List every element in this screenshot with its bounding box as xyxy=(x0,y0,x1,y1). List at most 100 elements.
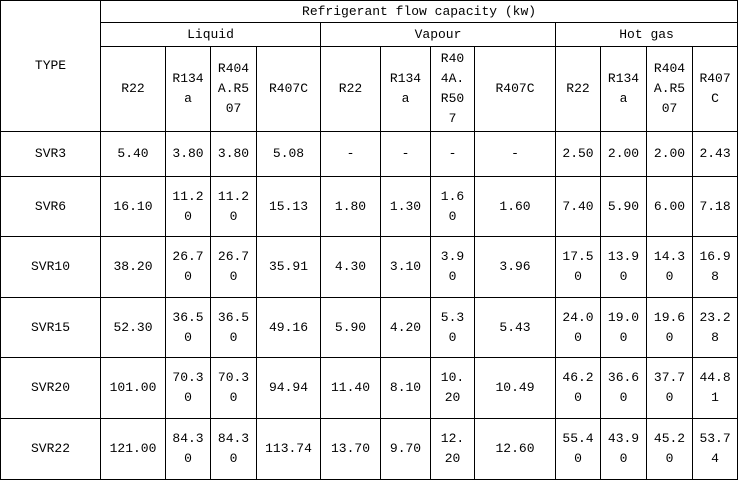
cell: 5.30 xyxy=(430,297,475,358)
cell: 17.50 xyxy=(555,236,601,298)
cell: - xyxy=(380,131,431,177)
cell: 35.91 xyxy=(256,236,321,298)
cell: 12.20 xyxy=(430,418,475,480)
cell: 5.08 xyxy=(256,131,321,177)
cell: 2.00 xyxy=(646,131,693,177)
cell: 2.50 xyxy=(555,131,601,177)
column-header: R404A.R507 xyxy=(210,46,257,132)
column-header: R22 xyxy=(320,46,381,132)
cell: 37.70 xyxy=(646,357,693,419)
cell: 9.70 xyxy=(380,418,431,480)
cell: 70.30 xyxy=(165,357,211,419)
cell: 11.20 xyxy=(210,176,257,237)
cell: 36.50 xyxy=(165,297,211,358)
cell: 26.70 xyxy=(210,236,257,298)
data-row: SVR10 38.20 26.70 26.70 35.91 4.30 3.10 3.90 3.9… xyxy=(0,236,738,298)
cell: 6.00 xyxy=(646,176,693,237)
cell: 3.90 xyxy=(430,236,475,298)
cell: 19.60 xyxy=(646,297,693,358)
cell: 24.00 xyxy=(555,297,601,358)
cell: 94.94 xyxy=(256,357,321,419)
column-header: R22 xyxy=(555,46,601,132)
cell: 8.10 xyxy=(380,357,431,419)
column-header: R407C xyxy=(474,46,556,132)
row-label: SVR6 xyxy=(0,176,101,237)
cell: 2.43 xyxy=(691,131,738,177)
cell: 12.60 xyxy=(474,418,556,480)
row-label: SVR20 xyxy=(0,357,101,419)
cell: 3.10 xyxy=(380,236,431,298)
cell: 7.18 xyxy=(691,176,738,237)
cell: 26.70 xyxy=(165,236,211,298)
cell: 5.90 xyxy=(600,176,647,237)
column-header: R404A.R507 xyxy=(646,46,693,132)
cell: 7.40 xyxy=(555,176,601,237)
data-row: SVR6 16.10 11.20 11.20 15.13 1.80 1.30 1.60 1.60… xyxy=(0,176,738,237)
cell: 23.28 xyxy=(691,297,738,358)
cell: 38.20 xyxy=(100,236,166,298)
cell: 121.00 xyxy=(100,418,166,480)
cell: 45.20 xyxy=(646,418,693,480)
cell: 46.20 xyxy=(555,357,601,419)
cell: 11.20 xyxy=(165,176,211,237)
data-row: SVR22 121.00 84.30 84.30 113.74 13.70 9.70 12.2… xyxy=(0,418,738,480)
cell: 3.80 xyxy=(165,131,211,177)
cell: - xyxy=(430,131,475,177)
column-header: R22 xyxy=(100,46,166,132)
cell: 11.40 xyxy=(320,357,381,419)
cell: 13.70 xyxy=(320,418,381,480)
column-header: R407C xyxy=(691,46,738,132)
cell: 43.90 xyxy=(600,418,647,480)
cell: 10.20 xyxy=(430,357,475,419)
cell: 5.43 xyxy=(474,297,556,358)
cell: 52.30 xyxy=(100,297,166,358)
cell: 16.10 xyxy=(100,176,166,237)
cell: 13.90 xyxy=(600,236,647,298)
cell: 1.80 xyxy=(320,176,381,237)
cell: 3.96 xyxy=(474,236,556,298)
cell: 36.60 xyxy=(600,357,647,419)
group-header: Hot gas xyxy=(554,22,738,47)
cell: 113.74 xyxy=(256,418,321,480)
column-header: R134a xyxy=(380,46,431,132)
row-label: SVR15 xyxy=(0,297,101,358)
cell: 1.60 xyxy=(474,176,556,237)
row-label: SVR10 xyxy=(0,236,101,298)
cell: 4.30 xyxy=(320,236,381,298)
cell: 5.40 xyxy=(100,131,166,177)
row-label: SVR3 xyxy=(0,131,101,177)
group-header: Liquid xyxy=(100,22,321,47)
cell: 19.00 xyxy=(600,297,647,358)
column-header: R407C xyxy=(256,46,321,132)
cell: 15.13 xyxy=(256,176,321,237)
cell: 55.40 xyxy=(555,418,601,480)
data-row: SVR20 101.00 70.30 70.30 94.94 11.40 8.10 10.20… xyxy=(0,357,738,419)
cell: 1.60 xyxy=(430,176,475,237)
group-row: Liquid Vapour Hot gas xyxy=(1,22,738,47)
cell: 4.20 xyxy=(380,297,431,358)
data-row: SVR3 5.40 3.80 3.80 5.08- - - -2.50 2.00 2.00 2.43 xyxy=(0,131,738,177)
cell: 2.00 xyxy=(600,131,647,177)
cell: 10.49 xyxy=(474,357,556,419)
data-row: SVR15 52.30 36.50 36.50 49.16 5.90 4.20 5.30 5.4… xyxy=(0,297,738,358)
cell: 70.30 xyxy=(210,357,257,419)
header-row: TYPE Refrigerant flow capacity (kw) xyxy=(0,0,738,132)
cell: 84.30 xyxy=(210,418,257,480)
cell: 1.30 xyxy=(380,176,431,237)
cell: 16.98 xyxy=(691,236,738,298)
row-label: SVR22 xyxy=(0,418,101,480)
cell: 14.30 xyxy=(646,236,693,298)
cell: 5.90 xyxy=(320,297,381,358)
cell: 53.74 xyxy=(691,418,738,480)
cell: 36.50 xyxy=(210,297,257,358)
table-title: Refrigerant flow capacity (kw) xyxy=(99,0,738,23)
column-header: R134a xyxy=(165,46,211,132)
column-header: R404A.R507 xyxy=(430,46,475,132)
cell: 84.30 xyxy=(165,418,211,480)
group-header: Vapour xyxy=(320,22,556,47)
cell: - xyxy=(474,131,556,177)
cell: 101.00 xyxy=(100,357,166,419)
